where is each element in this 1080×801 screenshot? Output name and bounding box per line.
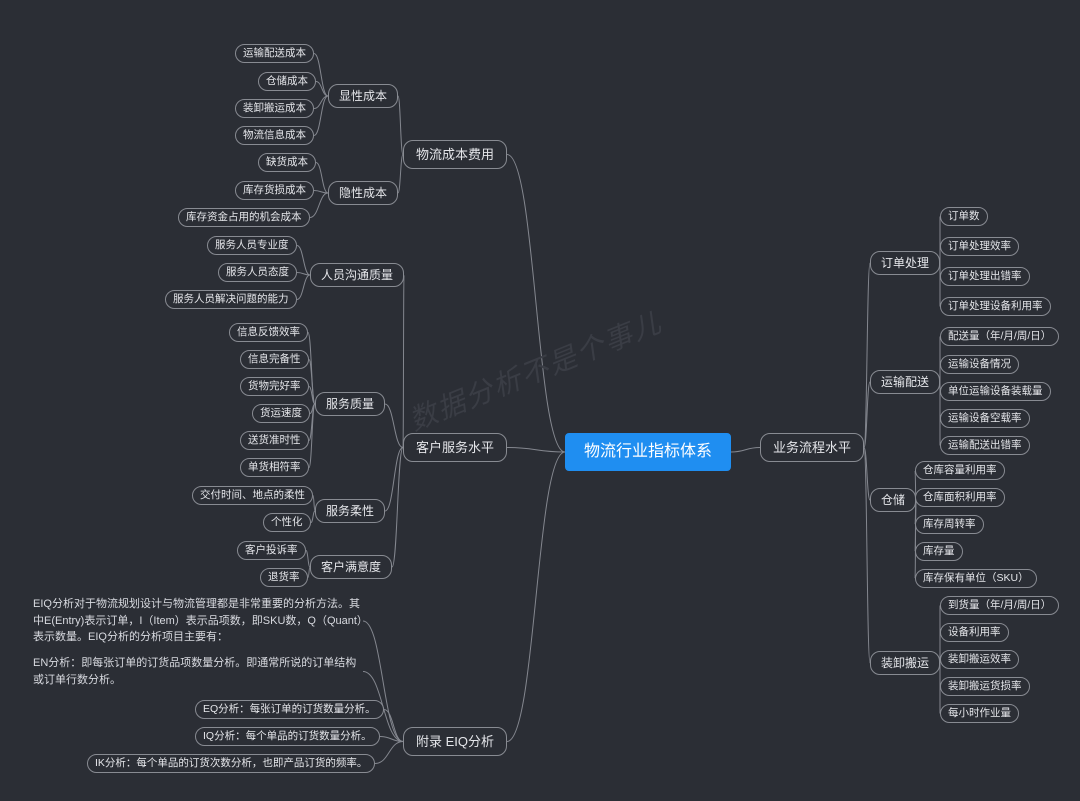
mindmap-leaf: IQ分析：每个单品的订货数量分析。: [195, 727, 380, 746]
mindmap-leaf: 物流信息成本: [235, 126, 314, 145]
mindmap-leaf: 仓储成本: [258, 72, 316, 91]
mindmap-midnode: 装卸搬运: [870, 651, 940, 675]
mindmap-midnode: 订单处理: [870, 251, 940, 275]
mindmap-subnode: 业务流程水平: [760, 433, 864, 462]
mindmap-leaf: 货运速度: [252, 404, 310, 423]
mindmap-leaf: 装卸搬运效率: [940, 650, 1019, 669]
mindmap-leaf: 个性化: [263, 513, 311, 532]
mindmap-leaf: 单位运输设备装载量: [940, 382, 1051, 401]
mindmap-root: 物流行业指标体系: [565, 433, 731, 471]
mindmap-leaf: 运输设备空载率: [940, 409, 1030, 428]
watermark: 数据分析不是个事儿: [402, 301, 667, 439]
mindmap-leaf: 订单处理设备利用率: [940, 297, 1051, 316]
mindmap-leaf: 库存量: [915, 542, 963, 561]
mindmap-note: EIQ分析对于物流规划设计与物流管理都是非常重要的分析方法。其中E(Entry)…: [33, 596, 363, 646]
mindmap-leaf: 每小时作业量: [940, 704, 1019, 723]
mindmap-leaf: 装卸搬运货损率: [940, 677, 1030, 696]
mindmap-leaf: 仓库容量利用率: [915, 461, 1005, 480]
mindmap-leaf: 服务人员态度: [218, 263, 297, 282]
mindmap-note: EN分析：即每张订单的订货品项数量分析。即通常所说的订单结构或订单行数分析。: [33, 655, 363, 688]
mindmap-midnode: 仓储: [870, 488, 916, 512]
mindmap-midnode: 服务柔性: [315, 499, 385, 523]
mindmap-midnode: 客户满意度: [310, 555, 392, 579]
mindmap-midnode: 服务质量: [315, 392, 385, 416]
mindmap-leaf: 订单处理效率: [940, 237, 1019, 256]
mindmap-subnode: 附录 EIQ分析: [403, 727, 507, 756]
mindmap-leaf: IK分析：每个单品的订货次数分析，也即产品订货的频率。: [87, 754, 375, 773]
mindmap-midnode: 人员沟通质量: [310, 263, 404, 287]
mindmap-leaf: 缺货成本: [258, 153, 316, 172]
mindmap-leaf: 库存货损成本: [235, 181, 314, 200]
mindmap-leaf: 配送量（年/月/周/日）: [940, 327, 1059, 346]
mindmap-leaf: 设备利用率: [940, 623, 1009, 642]
mindmap-leaf: 库存保有单位（SKU）: [915, 569, 1037, 588]
mindmap-leaf: 信息完备性: [240, 350, 309, 369]
mindmap-leaf: 退货率: [260, 568, 308, 587]
mindmap-leaf: 订单处理出错率: [940, 267, 1030, 286]
mindmap-leaf: 客户投诉率: [237, 541, 306, 560]
mindmap-leaf: 交付时间、地点的柔性: [192, 486, 313, 505]
mindmap-leaf: 库存资金占用的机会成本: [178, 208, 310, 227]
mindmap-leaf: 货物完好率: [240, 377, 309, 396]
mindmap-subnode: 客户服务水平: [403, 433, 507, 462]
mindmap-leaf: 到货量（年/月/周/日）: [940, 596, 1059, 615]
mindmap-midnode: 运输配送: [870, 370, 940, 394]
mindmap-leaf: 运输配送出错率: [940, 436, 1030, 455]
mindmap-leaf: 订单数: [940, 207, 988, 226]
mindmap-midnode: 显性成本: [328, 84, 398, 108]
mindmap-leaf: 信息反馈效率: [229, 323, 308, 342]
mindmap-midnode: 隐性成本: [328, 181, 398, 205]
mindmap-leaf: 装卸搬运成本: [235, 99, 314, 118]
mindmap-leaf: 运输设备情况: [940, 355, 1019, 374]
mindmap-subnode: 物流成本费用: [403, 140, 507, 169]
mindmap-leaf: 运输配送成本: [235, 44, 314, 63]
mindmap-leaf: 库存周转率: [915, 515, 984, 534]
mindmap-leaf: EQ分析：每张订单的订货数量分析。: [195, 700, 384, 719]
mindmap-leaf: 服务人员解决问题的能力: [165, 290, 297, 309]
mindmap-leaf: 仓库面积利用率: [915, 488, 1005, 507]
mindmap-leaf: 单货相符率: [240, 458, 309, 477]
mindmap-leaf: 送货准时性: [240, 431, 309, 450]
mindmap-leaf: 服务人员专业度: [207, 236, 297, 255]
